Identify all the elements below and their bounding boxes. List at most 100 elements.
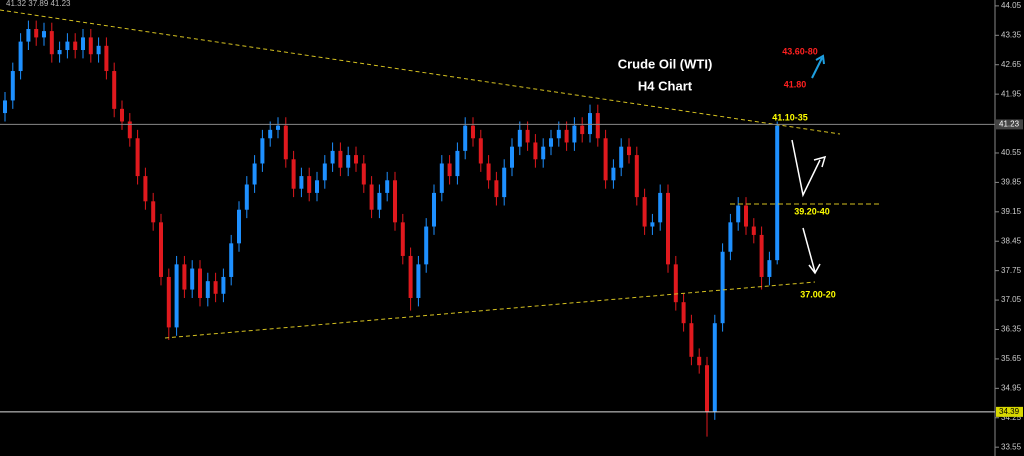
trend-line [164,281,816,339]
candle-body [57,50,62,55]
y-tick-label: 37.75 [1001,266,1022,275]
candle-body [377,192,382,210]
candle-body [767,260,772,277]
candle-body [658,192,663,223]
candle-body [127,121,132,139]
y-tick-label: 34.25 [1001,413,1022,422]
price-label-box [996,119,1023,130]
candle-body [49,31,54,55]
candle-body [439,163,444,193]
candle-body [759,234,764,277]
candle-body [135,138,140,177]
candle-body [673,264,678,303]
candle-body [556,129,561,139]
candle-body [174,264,179,328]
candle-body [26,28,31,42]
candle-body [681,302,686,324]
annotation: 39.20-40 [794,206,830,216]
y-tick-label: 43.35 [1001,30,1022,39]
candle-body [205,281,210,298]
candle-body [159,222,163,277]
candle-body [400,222,405,256]
candle-body [88,37,93,55]
candle-body [627,146,631,156]
price-label-box [996,406,1023,417]
candle-body [190,268,195,290]
arrow [791,139,821,198]
candle-body [112,71,117,109]
candle-body [322,163,327,181]
candle-body [252,163,257,185]
candle-body [260,138,265,164]
candle-body [642,197,647,227]
candle-body [486,163,491,181]
candle-body [346,155,351,168]
annotation: 37.00-20 [800,289,836,299]
price-label: 34.39 [999,407,1020,416]
candle-body [96,45,101,55]
candle-body [34,28,39,38]
candle-body [588,113,592,135]
candle-body [213,281,218,294]
candle-body [572,125,577,143]
candle-body [315,180,319,193]
candle-body [408,255,413,298]
y-tick-label: 39.15 [1001,207,1022,216]
y-tick-label: 38.45 [1001,236,1022,245]
arrow [802,227,816,273]
y-tick-label: 44.05 [1001,1,1022,10]
y-tick-label: 39.85 [1001,178,1022,187]
candle-body [533,142,538,160]
candle-body [338,150,343,168]
candle-body [81,37,85,51]
candle-body [517,129,522,147]
candle-body [619,146,624,168]
candle-body [143,176,148,202]
candle-body [478,138,483,164]
candle-body [393,180,397,223]
y-tick-label: 42.65 [1001,60,1022,69]
y-tick-label: 33.55 [1001,442,1022,451]
candle-body [221,276,226,294]
candle-body [42,31,46,38]
candle-body [541,146,546,160]
arrow [811,57,823,79]
candle-body [198,268,202,298]
y-tick-label: 41.95 [1001,89,1022,98]
candle-body [424,226,429,265]
plot-area [3,20,780,437]
candle-body [650,222,655,227]
y-tick-label: 36.35 [1001,325,1022,334]
trend-line [0,9,841,135]
info-text: 41.32 37.89 41.23 [6,0,71,8]
price-label: 41.23 [999,120,1020,129]
candle-body [564,129,569,143]
candle-body [299,176,304,189]
candle-body [361,163,366,185]
candle-body [705,365,709,412]
candle-body [330,150,335,164]
arrow-head [813,155,827,168]
candle-body [283,125,288,160]
candle-body [104,45,109,72]
candle-body [525,129,530,143]
candle-body [307,176,312,193]
y-tick-label: 40.55 [1001,148,1022,157]
candle-body [603,138,608,181]
candle-body [416,264,421,298]
annotation: 41.10-35 [772,112,808,122]
candle-body [697,356,702,366]
candle-body [268,129,273,139]
candle-body [502,167,507,198]
annotation: 41.80 [784,79,807,89]
y-tick-label: 35.65 [1001,354,1022,363]
candle-body [3,100,7,114]
arrow-head [815,54,825,65]
candle-body [471,125,475,139]
candle-body [463,125,468,151]
candle-body [10,71,15,101]
candle-body [712,323,717,412]
annotation: 43.60-80 [782,46,818,56]
